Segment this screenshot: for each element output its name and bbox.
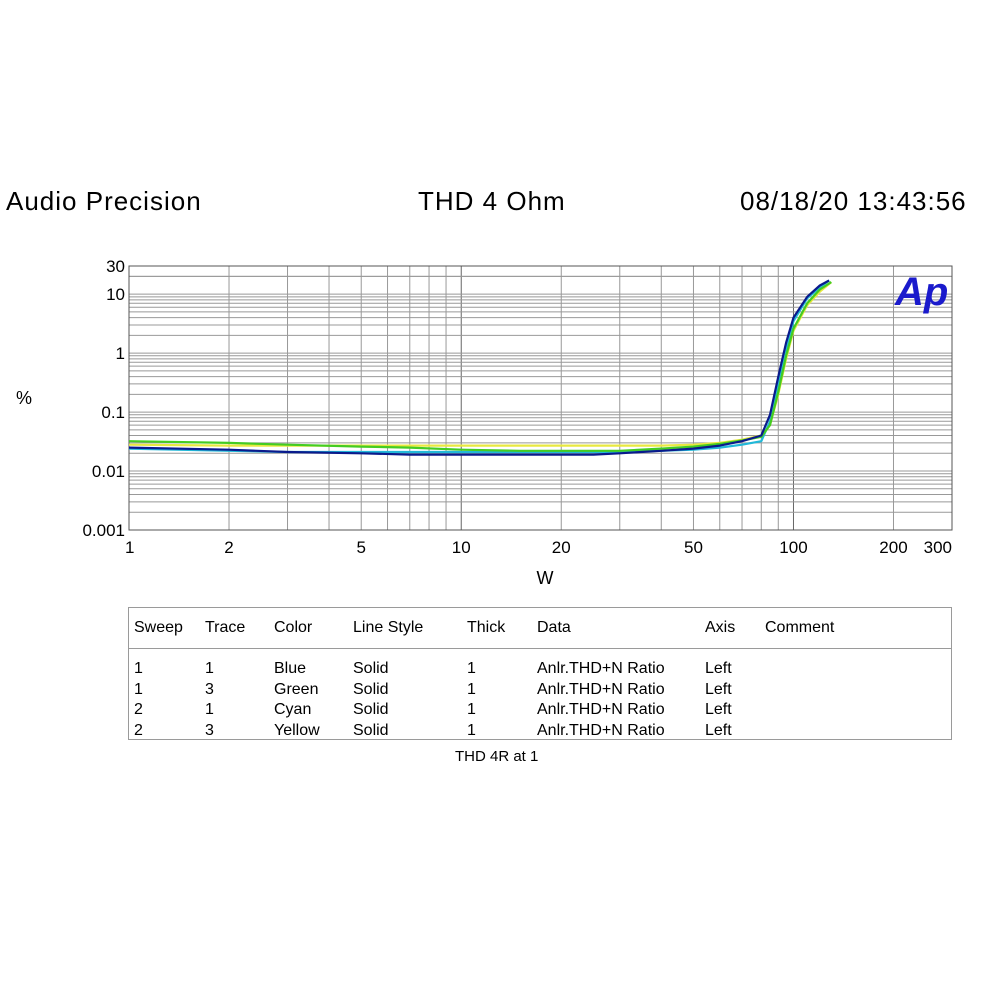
plot-frame — [128, 265, 953, 531]
y-tick-label: 0.01 — [92, 462, 125, 481]
legend-divider — [129, 648, 951, 649]
x-tick-label: 1 — [125, 538, 134, 557]
ticks-layer: 1 2 5 10 20 50 100 200 300 0.001 0.01 0.1 1 10 30 — [82, 257, 952, 557]
legend-cell: 1 — [134, 660, 143, 677]
legend-cell: Solid — [353, 701, 389, 718]
y-tick-label: 1 — [116, 344, 125, 363]
x-tick-label: 10 — [452, 538, 471, 557]
legend-cell: 3 — [205, 721, 214, 739]
x-tick-label: 20 — [552, 538, 571, 557]
legend-cell: Anlr.THD+N Ratio — [537, 701, 665, 718]
y-axis-label: % — [16, 388, 32, 408]
y-tick-label: 0.1 — [101, 403, 125, 422]
legend-cell: Yellow — [274, 721, 320, 739]
y-tick-label: 0.001 — [82, 521, 125, 540]
legend-cell: Solid — [353, 721, 389, 739]
x-tick-label: 2 — [224, 538, 233, 557]
header-title: THD 4 Ohm — [418, 186, 566, 216]
legend-cell: Cyan — [274, 701, 312, 718]
legend-table: Sweep Trace Color Line Style Thick Data Axis Co… — [128, 607, 952, 740]
legend-cell: 1 — [467, 701, 476, 718]
legend-header-sweep: Sweep — [134, 619, 183, 636]
legend-cell: 2 — [134, 721, 143, 739]
chart-grid — [128, 265, 953, 531]
legend-cell: Blue — [274, 660, 307, 677]
x-tick-label: 50 — [684, 538, 703, 557]
legend-cell: Left — [705, 701, 732, 718]
legend-header-data: Data — [537, 619, 571, 636]
ap-logo: Ap — [894, 270, 948, 314]
legend-cell: Solid — [353, 680, 389, 698]
legend-cell: 1 — [467, 721, 476, 739]
series-line-green — [128, 281, 832, 452]
legend-cell: 1 — [134, 680, 143, 698]
legend-header-trace: Trace — [205, 619, 246, 636]
legend-header-line-style: Line Style — [353, 619, 424, 636]
x-tick-label: 300 — [924, 538, 952, 557]
legend-header-color: Color — [274, 619, 313, 636]
header-product-name: Audio Precision — [6, 186, 202, 216]
legend-cell: 1 — [205, 701, 214, 718]
legend-cell: Left — [705, 660, 732, 677]
x-tick-label: 100 — [779, 538, 807, 557]
legend-cell: Anlr.THD+N Ratio — [537, 680, 665, 698]
x-axis-label: W — [537, 568, 554, 588]
legend-cell: Left — [705, 680, 732, 698]
legend-header-axis: Axis — [705, 619, 736, 636]
legend-cell: 2 — [134, 701, 143, 718]
legend-cell: 1 — [467, 660, 476, 677]
x-tick-label: 5 — [356, 538, 365, 557]
legend-cell: 1 — [467, 680, 476, 698]
legend-cell: Left — [705, 721, 732, 739]
legend-cell: Green — [274, 680, 319, 698]
legend-cell: Solid — [353, 660, 389, 677]
y-tick-label: 30 — [106, 257, 125, 276]
header-timestamp: 08/18/20 13:43:56 — [740, 186, 967, 216]
legend-header-thick: Thick — [467, 619, 506, 636]
legend-cell: 1 — [205, 660, 214, 677]
legend-cell: Anlr.THD+N Ratio — [537, 660, 665, 677]
series-layer — [128, 279, 833, 456]
x-tick-label: 200 — [879, 538, 907, 557]
legend-cell: 3 — [205, 680, 214, 698]
series-line-blue — [128, 279, 830, 456]
legend-header-comment: Comment — [765, 619, 835, 636]
legend-cell: Anlr.THD+N Ratio — [537, 721, 665, 739]
y-tick-label: 10 — [106, 285, 125, 304]
chart-caption: THD 4R at 1 — [455, 748, 539, 765]
